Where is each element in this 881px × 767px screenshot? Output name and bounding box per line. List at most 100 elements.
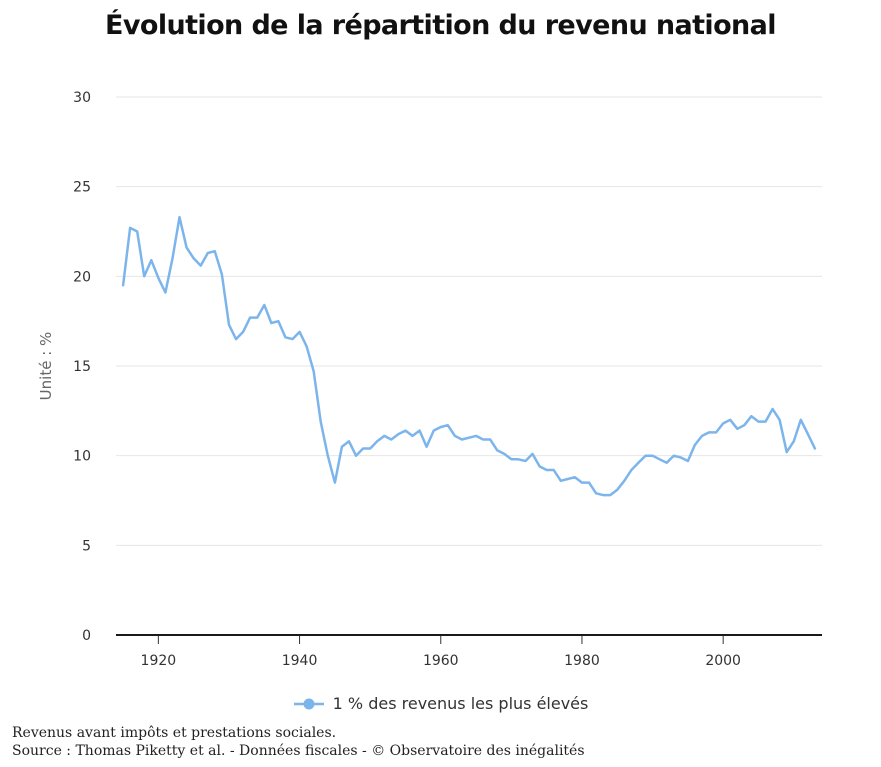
data-point[interactable] (565, 476, 571, 482)
data-point[interactable] (360, 446, 366, 452)
data-point[interactable] (198, 263, 204, 269)
data-point[interactable] (134, 229, 140, 235)
data-point[interactable] (304, 343, 310, 349)
data-point[interactable] (480, 437, 486, 443)
data-point[interactable] (318, 419, 324, 425)
data-point[interactable] (756, 419, 762, 425)
data-point[interactable] (240, 329, 246, 335)
data-point[interactable] (353, 453, 359, 459)
data-point[interactable] (205, 250, 211, 256)
data-point[interactable] (297, 329, 303, 335)
data-point[interactable] (290, 336, 296, 342)
data-point[interactable] (798, 417, 804, 423)
data-point[interactable] (523, 458, 529, 464)
data-point[interactable] (395, 431, 401, 437)
data-point[interactable] (431, 428, 437, 434)
legend[interactable]: 1 % des revenus les plus élevés (0, 694, 881, 715)
data-point[interactable] (805, 431, 811, 437)
data-point[interactable] (650, 453, 656, 459)
series-line-0[interactable] (121, 215, 817, 497)
data-point[interactable] (487, 437, 493, 443)
data-point[interactable] (177, 214, 183, 220)
data-point[interactable] (685, 458, 691, 464)
data-point[interactable] (572, 474, 578, 480)
data-point[interactable] (657, 456, 663, 462)
data-point[interactable] (607, 492, 613, 498)
data-point[interactable] (515, 456, 521, 462)
data-point[interactable] (403, 428, 409, 434)
data-point[interactable] (381, 433, 387, 439)
data-point[interactable] (374, 438, 380, 444)
data-point[interactable] (247, 315, 253, 321)
data-point[interactable] (544, 467, 550, 473)
data-point[interactable] (261, 302, 267, 308)
data-point[interactable] (275, 318, 281, 324)
data-point[interactable] (148, 257, 154, 263)
data-point[interactable] (692, 442, 698, 448)
data-point[interactable] (212, 248, 218, 254)
data-point[interactable] (791, 438, 797, 444)
data-point[interactable] (600, 492, 606, 498)
data-point[interactable] (586, 480, 592, 486)
data-point[interactable] (558, 478, 564, 484)
data-point[interactable] (748, 413, 754, 419)
data-point[interactable] (727, 417, 733, 423)
data-point[interactable] (812, 446, 818, 452)
data-point[interactable] (332, 480, 338, 486)
data-point[interactable] (339, 444, 345, 450)
data-point[interactable] (325, 453, 331, 459)
data-point[interactable] (219, 272, 225, 278)
data-point[interactable] (388, 437, 394, 443)
data-point[interactable] (579, 480, 585, 486)
data-point[interactable] (530, 451, 536, 457)
data-point[interactable] (127, 225, 133, 231)
data-point[interactable] (141, 273, 147, 279)
data-point[interactable] (424, 444, 430, 450)
data-point[interactable] (537, 463, 543, 469)
data-point[interactable] (170, 255, 176, 261)
data-point[interactable] (452, 433, 458, 439)
data-point[interactable] (445, 422, 451, 428)
data-point[interactable] (777, 417, 783, 423)
data-point[interactable] (763, 419, 769, 425)
data-point[interactable] (699, 433, 705, 439)
data-point[interactable] (155, 275, 161, 281)
data-point[interactable] (282, 334, 288, 340)
data-point[interactable] (713, 429, 719, 435)
data-point[interactable] (508, 456, 514, 462)
data-point[interactable] (643, 453, 649, 459)
data-point[interactable] (311, 368, 317, 374)
data-point[interactable] (784, 449, 790, 455)
data-point[interactable] (664, 460, 670, 466)
data-point[interactable] (770, 406, 776, 412)
data-point[interactable] (367, 446, 373, 452)
data-point[interactable] (671, 453, 677, 459)
data-point[interactable] (614, 487, 620, 493)
data-point[interactable] (233, 336, 239, 342)
data-point[interactable] (410, 433, 416, 439)
data-point[interactable] (734, 426, 740, 432)
data-point[interactable] (635, 460, 641, 466)
data-point[interactable] (184, 245, 190, 251)
data-point[interactable] (551, 467, 557, 473)
data-point[interactable] (226, 322, 232, 328)
data-point[interactable] (254, 315, 260, 321)
data-point[interactable] (120, 282, 126, 288)
data-point[interactable] (593, 490, 599, 496)
data-point[interactable] (741, 422, 747, 428)
data-point[interactable] (706, 429, 712, 435)
data-point[interactable] (191, 255, 197, 261)
data-point[interactable] (346, 438, 352, 444)
data-point[interactable] (459, 437, 465, 443)
data-point[interactable] (494, 447, 500, 453)
data-point[interactable] (501, 451, 507, 457)
data-point[interactable] (628, 467, 634, 473)
data-point[interactable] (473, 433, 479, 439)
data-point[interactable] (466, 435, 472, 441)
data-point[interactable] (678, 455, 684, 461)
data-point[interactable] (268, 320, 274, 326)
data-point[interactable] (438, 424, 444, 430)
data-point[interactable] (417, 428, 423, 434)
data-point[interactable] (621, 478, 627, 484)
data-point[interactable] (720, 420, 726, 426)
